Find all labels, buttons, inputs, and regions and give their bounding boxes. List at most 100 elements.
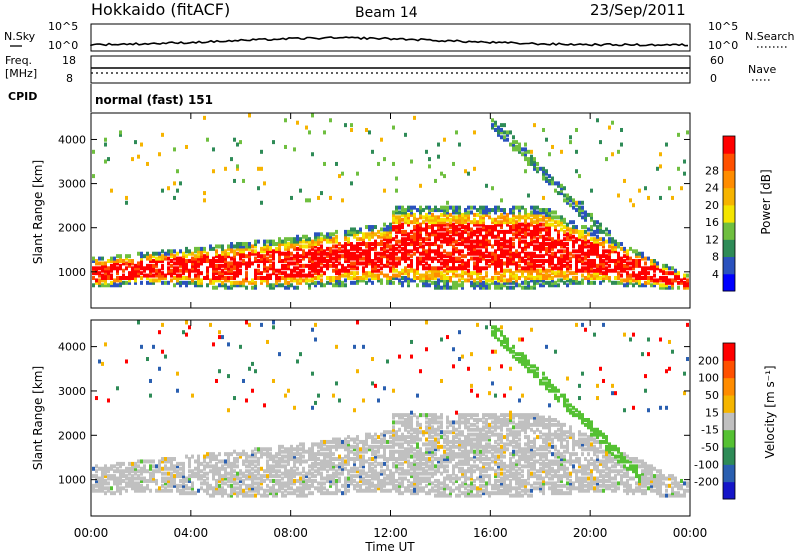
- heatmap-cell: [362, 476, 365, 481]
- heatmap-cell: [317, 251, 320, 256]
- heatmap-cell: [125, 195, 128, 200]
- heatmap-cell: [131, 478, 134, 483]
- heatmap-cell: [242, 459, 245, 464]
- heatmap-cell: [452, 263, 455, 268]
- heatmap-cell: [395, 483, 398, 488]
- heatmap-cell: [365, 244, 368, 249]
- heatmap-cell: [425, 205, 428, 210]
- heatmap-cell: [551, 239, 554, 244]
- heatmap-cell: [401, 432, 404, 437]
- heatmap-cell: [593, 246, 596, 251]
- heatmap-cell: [110, 491, 113, 496]
- heatmap-cell: [605, 239, 608, 244]
- heatmap-cell: [269, 488, 272, 493]
- heatmap-cell: [239, 251, 242, 256]
- heatmap-cell: [365, 127, 368, 132]
- heatmap-cell: [479, 254, 482, 259]
- heatmap-cell: [503, 123, 506, 128]
- nsky-tick-top: 10^5: [48, 20, 78, 33]
- heatmap-cell: [239, 283, 242, 288]
- heatmap-cell: [356, 454, 359, 459]
- heatmap-cell: [443, 452, 446, 457]
- heatmap-cell: [191, 454, 194, 459]
- heatmap-cell: [458, 476, 461, 481]
- heatmap-cell: [347, 435, 350, 440]
- heatmap-cell: [344, 444, 347, 449]
- heatmap-cell: [185, 263, 188, 268]
- heatmap-cell: [125, 261, 128, 266]
- heatmap-cell: [638, 273, 641, 278]
- heatmap-cell: [332, 278, 335, 283]
- heatmap-cell: [275, 276, 278, 280]
- heatmap-cell: [368, 225, 371, 230]
- heatmap-cell: [527, 261, 530, 266]
- heatmap-cell: [368, 246, 371, 251]
- heatmap-cell: [434, 452, 437, 457]
- heatmap-cell: [197, 246, 200, 251]
- nsky-tick-bottom: 10^0: [48, 39, 78, 52]
- heatmap-cell: [218, 476, 221, 481]
- heatmap-cell: [401, 283, 404, 288]
- heatmap-cell: [335, 381, 338, 386]
- heatmap-cell: [383, 227, 386, 232]
- heatmap-cell: [443, 222, 446, 227]
- heatmap-cell: [227, 374, 230, 379]
- heatmap-cell: [344, 242, 347, 247]
- heatmap-cell: [668, 271, 671, 276]
- heatmap-cell: [377, 461, 380, 466]
- heatmap-cell: [341, 268, 344, 273]
- heatmap-cell: [422, 246, 425, 251]
- heatmap-cell: [446, 415, 449, 420]
- heatmap-cell: [482, 212, 485, 217]
- heatmap-cell: [446, 242, 449, 247]
- heatmap-cell: [293, 273, 296, 278]
- heatmap-cell: [503, 283, 506, 288]
- heatmap-cell: [566, 237, 569, 242]
- heatmap-cell: [185, 486, 188, 491]
- heatmap-cell: [260, 249, 263, 254]
- heatmap-cell: [476, 212, 479, 217]
- heatmap-cell: [401, 461, 404, 466]
- heatmap-cell: [416, 232, 419, 237]
- heatmap-cell: [296, 493, 299, 498]
- heatmap-cell: [428, 442, 431, 447]
- heatmap-cell: [335, 464, 338, 469]
- heatmap-cell: [398, 227, 401, 232]
- heatmap-cell: [425, 237, 428, 242]
- heatmap-cell: [599, 263, 602, 268]
- heatmap-cell: [425, 452, 428, 457]
- heatmap-cell: [398, 256, 401, 261]
- heatmap-cell: [434, 464, 437, 469]
- heatmap-cell: [614, 244, 617, 249]
- heatmap-cell: [224, 263, 227, 268]
- heatmap-cell: [608, 239, 611, 244]
- heatmap-cell: [104, 469, 107, 474]
- heatmap-cell: [602, 239, 605, 244]
- heatmap-cell: [641, 256, 644, 261]
- heatmap-cell: [593, 263, 596, 268]
- heatmap-cell: [362, 266, 365, 271]
- heatmap-cell: [410, 447, 413, 452]
- heatmap-cell: [494, 123, 497, 128]
- heatmap-cell: [416, 430, 419, 435]
- heatmap-cell: [527, 242, 530, 247]
- heatmap-cell: [392, 413, 395, 418]
- heatmap-cell: [539, 276, 542, 280]
- heatmap-cell: [557, 232, 560, 237]
- heatmap-cell: [308, 130, 311, 135]
- heatmap-cell: [185, 320, 188, 325]
- heatmap-cell: [122, 469, 125, 474]
- heatmap-cell: [272, 478, 275, 483]
- heatmap-cell: [275, 454, 278, 459]
- heatmap-cell: [332, 444, 335, 449]
- heatmap-cell: [197, 488, 200, 493]
- heatmap-cell: [536, 225, 539, 230]
- heatmap-cell: [485, 210, 488, 215]
- heatmap-cell: [443, 486, 446, 491]
- heatmap-cell: [299, 461, 302, 466]
- heatmap-cell: [368, 481, 371, 486]
- heatmap-cell: [119, 464, 122, 469]
- heatmap-cell: [275, 478, 278, 483]
- heatmap-cell: [209, 259, 212, 264]
- heatmap-cell: [452, 464, 455, 469]
